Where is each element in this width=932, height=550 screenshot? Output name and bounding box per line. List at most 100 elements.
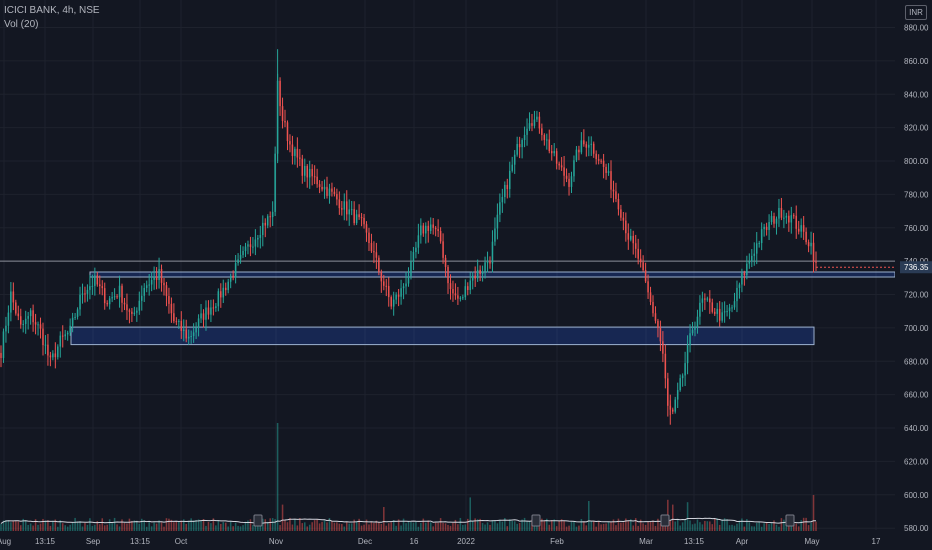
time-tick-label: 13:15 <box>684 537 705 546</box>
volume-bar <box>333 522 336 531</box>
volume-bar <box>743 526 746 531</box>
volume-bar <box>511 520 513 531</box>
time-axis-background <box>0 531 932 550</box>
candle-body <box>101 286 104 289</box>
candle-body <box>197 318 200 328</box>
volume-bar <box>728 525 731 531</box>
candle-body <box>667 378 669 406</box>
volume-bar <box>417 526 420 531</box>
volume-bar <box>239 526 242 531</box>
candle-body <box>343 201 346 210</box>
candle-body <box>726 311 728 313</box>
volume-bar <box>407 521 410 531</box>
candle-body <box>269 216 271 218</box>
volume-bar <box>336 522 338 531</box>
volume-bar <box>405 523 407 531</box>
candle-body <box>590 143 593 145</box>
volume-bar <box>313 520 316 531</box>
volume-bar <box>27 524 29 531</box>
volume-indicator-label[interactable]: Vol (20) <box>4 19 39 30</box>
candle-body <box>271 211 274 218</box>
candle-body <box>326 186 328 196</box>
volume-bar <box>2 520 5 531</box>
candle-body <box>123 302 126 305</box>
volume-bar <box>797 526 800 531</box>
volume-bar <box>150 526 153 531</box>
last-price-tag <box>900 261 932 274</box>
candle-body <box>94 275 96 286</box>
candle-body <box>407 276 410 284</box>
candle-body <box>111 297 113 299</box>
volume-bar <box>546 518 548 531</box>
candle-body <box>106 303 108 305</box>
time-axis[interactable]: Aug 13:15 Sep 13:15 Oct Nov Dec 16 2022 Feb Mar 13:… <box>0 531 932 550</box>
candle-body <box>190 336 192 338</box>
volume-bar <box>805 517 807 531</box>
volume-bar <box>674 521 676 531</box>
candle-body <box>657 320 659 328</box>
candle-body <box>192 332 195 337</box>
volume-bar <box>271 518 274 531</box>
candle-body <box>234 263 237 278</box>
volume-bar <box>526 521 528 531</box>
candle-body <box>49 355 52 358</box>
volume-bar <box>481 523 484 531</box>
volume-bar <box>52 520 54 531</box>
volume-bar <box>639 519 642 531</box>
candle-body <box>239 255 242 260</box>
candle-body <box>476 269 479 279</box>
volume-bar <box>464 524 467 531</box>
candle-body <box>671 409 674 412</box>
volume-bar <box>516 523 518 531</box>
candle-body <box>538 116 541 129</box>
candle-body <box>459 297 462 299</box>
volume-ma-line <box>0 517 817 524</box>
candle-body <box>548 139 551 152</box>
volume-bar <box>422 518 425 531</box>
candle-body <box>299 157 301 159</box>
currency-badge[interactable]: INR <box>905 5 927 20</box>
price-axis[interactable]: 580.00 600.00 620.00 640.00 660.00 680.00 700.… <box>816 0 932 550</box>
volume-bar <box>84 523 86 531</box>
candle-body <box>175 321 178 323</box>
candle-body <box>182 329 185 331</box>
volume-bar <box>249 519 252 531</box>
candle-body <box>22 324 24 326</box>
volume-bar <box>202 519 205 531</box>
candle-body <box>306 165 309 178</box>
earnings-marker-icon <box>660 514 670 527</box>
candle-body <box>494 228 496 242</box>
candle-body <box>19 316 22 325</box>
volume-bar <box>496 523 499 531</box>
volume-bar <box>101 518 104 531</box>
volume-bar <box>74 517 76 531</box>
symbol-title[interactable]: ICICI BANK, 4h, NSE <box>4 5 100 16</box>
volume-bar <box>143 520 146 531</box>
price-tick-label: 760.00 <box>904 224 929 233</box>
volume-bar <box>71 522 74 531</box>
candle-body <box>691 329 694 334</box>
volume-bar <box>254 526 257 531</box>
volume-bar <box>358 518 360 531</box>
candle-body <box>442 241 444 258</box>
candle-body <box>7 312 10 326</box>
volume-bar <box>415 521 417 531</box>
candle-body <box>585 144 588 148</box>
candle-body <box>748 261 751 264</box>
candle-body <box>284 120 286 123</box>
price-tick-label: 660.00 <box>904 391 929 400</box>
volume-bar <box>457 524 459 531</box>
candle-body <box>345 201 348 215</box>
volume-bar <box>257 523 259 531</box>
volume-bar <box>588 501 590 531</box>
volume-bar <box>738 520 741 531</box>
candle-body <box>755 243 758 254</box>
volume-bar <box>741 518 743 531</box>
volume-bar <box>301 523 304 531</box>
volume-bar <box>118 526 121 531</box>
volume-bar <box>802 517 805 531</box>
candle-body <box>449 283 452 290</box>
volume-bar <box>775 524 778 531</box>
volume-bar <box>723 518 726 531</box>
